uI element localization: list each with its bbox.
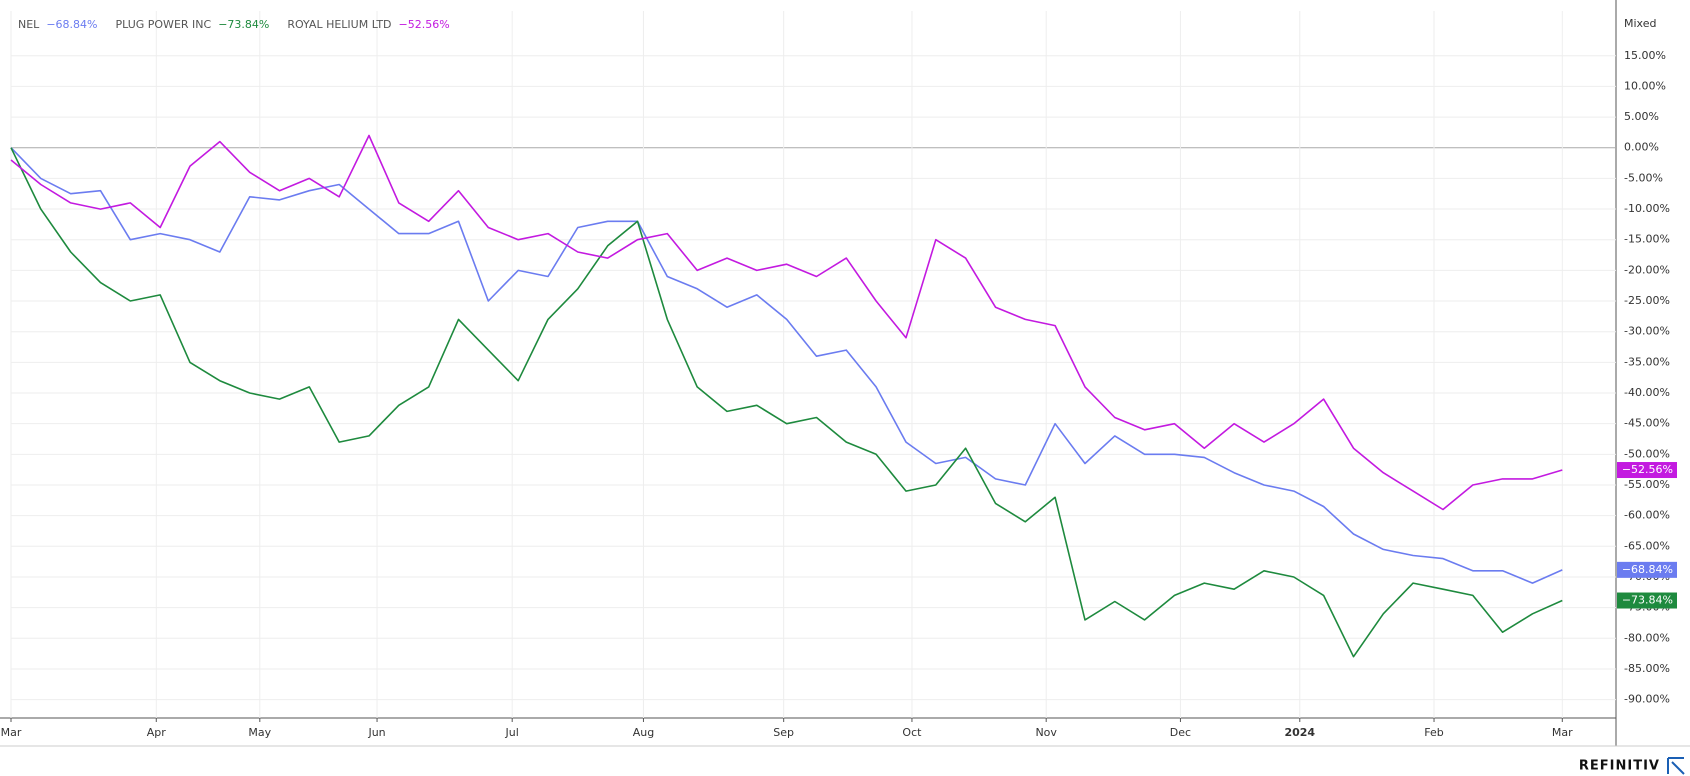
last-value-tag <box>1617 462 1677 479</box>
y-tick-label: -85.00% <box>1624 662 1670 675</box>
x-tick-label: Dec <box>1170 726 1191 739</box>
legend-name: PLUG POWER INC <box>115 18 211 31</box>
last-value-tag <box>1617 592 1677 609</box>
y-tick-label: -55.00% <box>1624 478 1670 491</box>
x-tick-label: Nov <box>1035 726 1057 739</box>
y-tick-label: -5.00% <box>1624 171 1663 184</box>
y-tick-label: -10.00% <box>1624 202 1670 215</box>
x-tick-label: Oct <box>902 726 922 739</box>
y-tick-label: 10.00% <box>1624 79 1666 92</box>
y-tick-label: -20.00% <box>1624 263 1670 276</box>
y-tick-label: -50.00% <box>1624 447 1670 460</box>
series-line <box>10 147 1563 584</box>
y-tick-label: -80.00% <box>1624 631 1670 644</box>
legend-value: −73.84% <box>218 18 269 31</box>
y-tick-label: -90.00% <box>1624 693 1670 706</box>
x-tick-label: May <box>248 726 271 739</box>
y-tick-label: -40.00% <box>1624 386 1670 399</box>
y-tick-label: -25.00% <box>1624 294 1670 307</box>
last-value-label: −73.84% <box>1622 594 1673 607</box>
last-value-label: −52.56% <box>1622 463 1673 476</box>
y-tick-label: 0.00% <box>1624 141 1659 154</box>
y-tick-label: -60.00% <box>1624 509 1670 522</box>
y-tick-label: -35.00% <box>1624 355 1670 368</box>
legend-name: NEL <box>18 18 40 31</box>
y-tick-label: -15.00% <box>1624 233 1670 246</box>
y-tick-label: -65.00% <box>1624 539 1670 552</box>
x-tick-label: Mar <box>1 726 22 739</box>
y-tick-label: -30.00% <box>1624 325 1670 338</box>
branding: REFINITIV <box>1579 759 1660 774</box>
x-tick-label: 2024 <box>1284 726 1315 739</box>
y-tick-label: 15.00% <box>1624 49 1666 62</box>
x-tick-label: Sep <box>773 726 794 739</box>
y-tick-label: -45.00% <box>1624 417 1670 430</box>
series-line <box>10 134 1563 511</box>
x-tick-label: Feb <box>1424 726 1443 739</box>
x-tick-label: Mar <box>1552 726 1573 739</box>
x-tick-label: Apr <box>147 726 167 739</box>
last-value-tag <box>1617 561 1677 578</box>
brand-icon <box>1667 757 1685 775</box>
x-tick-label: Jun <box>367 726 385 739</box>
series-line <box>10 147 1563 658</box>
last-value-label: −68.84% <box>1622 563 1673 576</box>
legend-value: −52.56% <box>399 18 450 31</box>
x-tick-label: Jul <box>505 726 519 739</box>
y-tick-label: 5.00% <box>1624 110 1659 123</box>
x-tick-label: Aug <box>633 726 654 739</box>
legend-name: ROYAL HELIUM LTD <box>287 18 391 31</box>
scale-label: Mixed <box>1624 17 1656 30</box>
legend-value: −68.84% <box>46 18 97 31</box>
